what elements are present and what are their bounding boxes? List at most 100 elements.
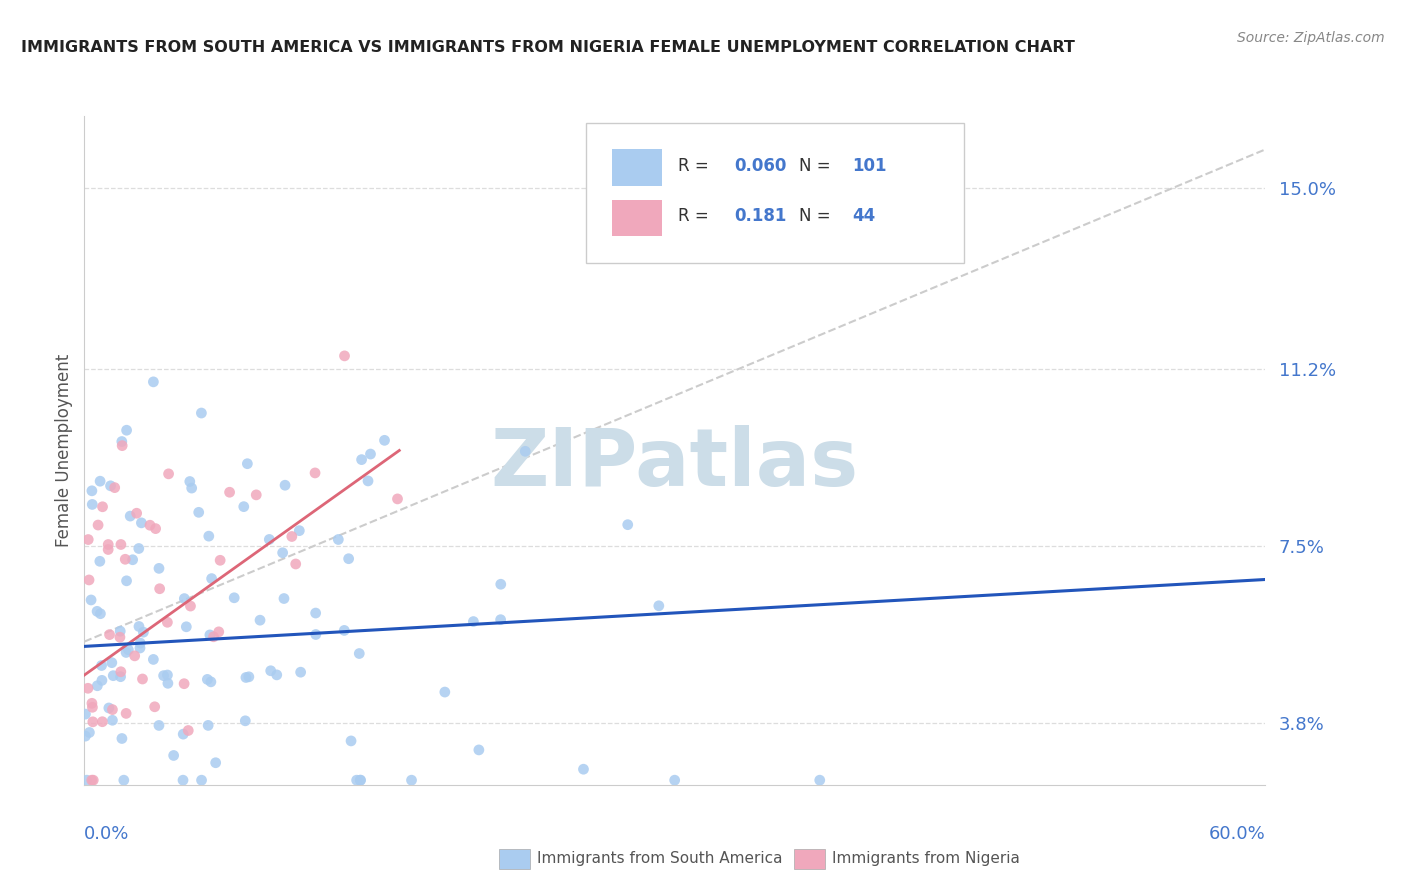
Point (197, 718, 219, 732)
Point (349, 773, 371, 788)
Point (177, 723, 200, 738)
Point (129, 640, 152, 655)
Point (489, 577, 512, 591)
Point (187, 505, 209, 519)
Point (202, 630, 225, 644)
Point (103, 668, 125, 682)
Point (218, 485, 240, 500)
Point (100, 479, 122, 493)
Text: 60.0%: 60.0% (1209, 825, 1265, 843)
Point (82, 700, 104, 714)
Point (90, 658, 112, 673)
Point (305, 606, 328, 620)
Point (76, 773, 98, 788)
Point (274, 478, 297, 492)
Point (190, 773, 212, 788)
Point (143, 699, 166, 714)
Point (238, 670, 260, 684)
Point (125, 506, 148, 520)
Text: R =: R = (679, 207, 709, 226)
Text: R =: R = (679, 157, 709, 175)
Point (333, 349, 356, 363)
Point (142, 652, 165, 666)
Point (97, 701, 120, 715)
Point (82, 714, 104, 729)
Point (664, 773, 686, 788)
Point (132, 625, 155, 640)
Point (173, 591, 195, 606)
Point (271, 546, 294, 560)
Point (284, 557, 307, 571)
Point (110, 537, 132, 551)
Point (131, 672, 153, 686)
Point (433, 685, 456, 699)
Point (515, 444, 537, 458)
Point (333, 624, 356, 638)
Point (572, 762, 595, 776)
Point (304, 466, 326, 480)
Point (156, 676, 179, 690)
Point (236, 457, 259, 471)
Point (204, 756, 226, 770)
Point (149, 582, 172, 596)
Point (114, 552, 136, 566)
Point (110, 665, 132, 679)
Point (120, 509, 142, 524)
Point (89, 474, 111, 488)
Point (121, 553, 143, 567)
Point (259, 533, 281, 547)
Point (75, 707, 97, 722)
Point (101, 656, 124, 670)
Point (110, 670, 132, 684)
Text: 0.181: 0.181 (734, 207, 786, 226)
Point (82, 498, 104, 512)
Point (77, 681, 100, 696)
Point (373, 434, 395, 448)
Point (616, 517, 638, 532)
Point (82, 773, 104, 788)
Point (91, 714, 114, 729)
Text: Source: ZipAtlas.com: Source: ZipAtlas.com (1237, 31, 1385, 45)
Point (129, 636, 152, 650)
Point (224, 591, 246, 605)
Text: Immigrants from Nigeria: Immigrants from Nigeria (832, 851, 1021, 865)
Bar (612, 200, 662, 236)
Text: 0.0%: 0.0% (84, 825, 129, 843)
Point (190, 406, 212, 420)
Y-axis label: Female Unemployment: Female Unemployment (55, 354, 73, 547)
Point (346, 773, 368, 788)
Point (337, 551, 360, 566)
Point (80, 696, 103, 710)
Point (201, 572, 224, 586)
Text: ZIPatlas: ZIPatlas (491, 425, 859, 503)
Bar (612, 149, 662, 186)
Point (360, 447, 382, 461)
Point (249, 613, 271, 627)
Point (305, 627, 328, 641)
Point (77, 533, 100, 547)
Point (101, 713, 124, 727)
Point (173, 676, 195, 690)
Point (233, 714, 256, 728)
Point (80, 483, 103, 498)
Point (200, 674, 222, 689)
Point (98, 627, 121, 641)
Point (198, 628, 221, 642)
Point (349, 647, 371, 661)
Point (86, 604, 108, 618)
Point (208, 624, 231, 639)
Point (163, 748, 186, 763)
Point (80, 593, 103, 607)
Point (87, 518, 110, 533)
Point (128, 541, 150, 556)
Point (111, 731, 134, 746)
Point (89, 554, 111, 568)
Point (235, 671, 257, 685)
FancyBboxPatch shape (586, 123, 965, 263)
Point (266, 668, 288, 682)
Point (468, 743, 491, 757)
Point (112, 773, 135, 788)
Point (156, 668, 179, 682)
Point (97, 537, 120, 551)
Point (79, 725, 101, 739)
